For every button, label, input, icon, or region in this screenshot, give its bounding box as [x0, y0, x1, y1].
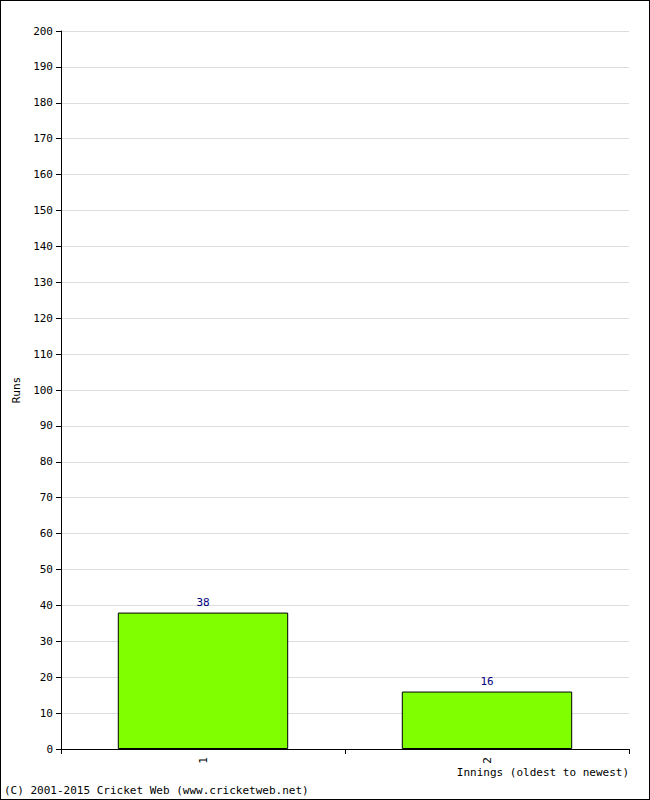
svg-text:38: 38 [196, 596, 209, 609]
svg-text:100: 100 [33, 384, 53, 397]
svg-text:2: 2 [481, 757, 494, 764]
svg-text:1: 1 [197, 757, 210, 764]
svg-text:16: 16 [480, 675, 493, 688]
svg-text:20: 20 [40, 671, 53, 684]
svg-text:0: 0 [46, 743, 53, 756]
svg-text:160: 160 [33, 168, 53, 181]
svg-text:180: 180 [33, 96, 53, 109]
svg-text:150: 150 [33, 204, 53, 217]
svg-text:170: 170 [33, 132, 53, 145]
svg-text:Innings (oldest to newest): Innings (oldest to newest) [457, 766, 629, 779]
svg-text:130: 130 [33, 276, 53, 289]
svg-text:200: 200 [33, 25, 53, 38]
svg-text:70: 70 [40, 491, 53, 504]
svg-text:60: 60 [40, 527, 53, 540]
svg-text:140: 140 [33, 240, 53, 253]
svg-text:10: 10 [40, 707, 53, 720]
svg-text:110: 110 [33, 348, 53, 361]
svg-text:40: 40 [40, 599, 53, 612]
svg-text:30: 30 [40, 635, 53, 648]
svg-text:90: 90 [40, 419, 53, 432]
svg-text:80: 80 [40, 455, 53, 468]
svg-text:190: 190 [33, 60, 53, 73]
svg-text:Runs: Runs [10, 377, 23, 404]
svg-text:50: 50 [40, 563, 53, 576]
svg-text:(C) 2001-2015 Cricket Web (www: (C) 2001-2015 Cricket Web (www.cricketwe… [4, 784, 309, 797]
svg-text:120: 120 [33, 312, 53, 325]
